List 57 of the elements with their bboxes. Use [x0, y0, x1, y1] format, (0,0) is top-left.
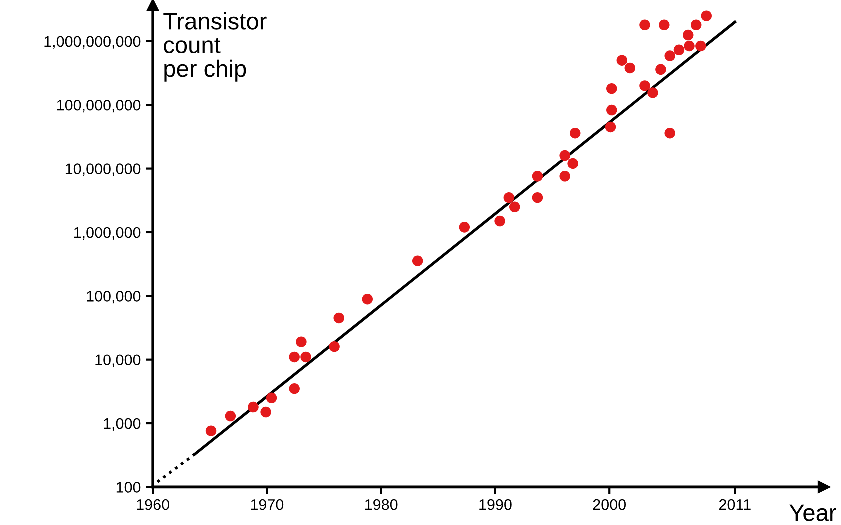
point [225, 410, 236, 422]
point [334, 312, 344, 324]
x-tick-label: 2000 [593, 499, 626, 510]
x-tick-label: 1990 [480, 499, 512, 510]
point [664, 50, 676, 62]
point [656, 64, 666, 76]
point [684, 40, 695, 52]
y-tick-label: 100,000,000 [57, 100, 141, 113]
point [560, 150, 570, 162]
point [690, 20, 702, 31]
point [682, 30, 694, 41]
y-tick-label: 100,000 [87, 291, 141, 304]
point [532, 192, 544, 204]
point [509, 202, 520, 213]
y-axis-title: Transistor count per chip [164, 12, 267, 82]
y-tick-label: 10,000 [96, 354, 141, 368]
point [289, 383, 300, 394]
x-tick-label: 1970 [251, 499, 284, 510]
point [624, 62, 636, 74]
point [289, 352, 300, 363]
point [248, 402, 259, 413]
point [701, 10, 712, 22]
point [296, 336, 307, 348]
point [674, 44, 685, 56]
y-tick-label: 100 [116, 482, 141, 493]
point [659, 20, 670, 31]
x-tick-label: 2011 [719, 499, 751, 510]
point [560, 171, 570, 182]
point [605, 122, 616, 133]
x-axis-title: Year [790, 504, 836, 522]
point [570, 128, 581, 139]
point [494, 216, 506, 227]
point [532, 171, 544, 182]
point [606, 104, 618, 116]
point [300, 352, 312, 363]
point [260, 406, 272, 418]
point [412, 256, 424, 266]
point [504, 192, 515, 204]
point [266, 392, 278, 404]
point [648, 88, 658, 98]
point [640, 80, 650, 92]
y-tick-label: 1,000,000,000 [44, 36, 141, 49]
point [606, 83, 618, 94]
x-tick-label: 1980 [366, 499, 398, 510]
x-tick-label: 1960 [137, 499, 170, 510]
point [664, 128, 676, 139]
y-tick-label: 1,000,000 [74, 227, 141, 240]
point [459, 222, 470, 233]
point [568, 158, 578, 170]
y-tick-label: 10,000,000 [66, 164, 141, 176]
y-tick-label: 1,000 [104, 418, 141, 432]
point [329, 341, 340, 352]
point [206, 426, 217, 436]
point [362, 294, 374, 305]
point [616, 55, 628, 66]
point [640, 20, 650, 31]
point [696, 40, 706, 52]
